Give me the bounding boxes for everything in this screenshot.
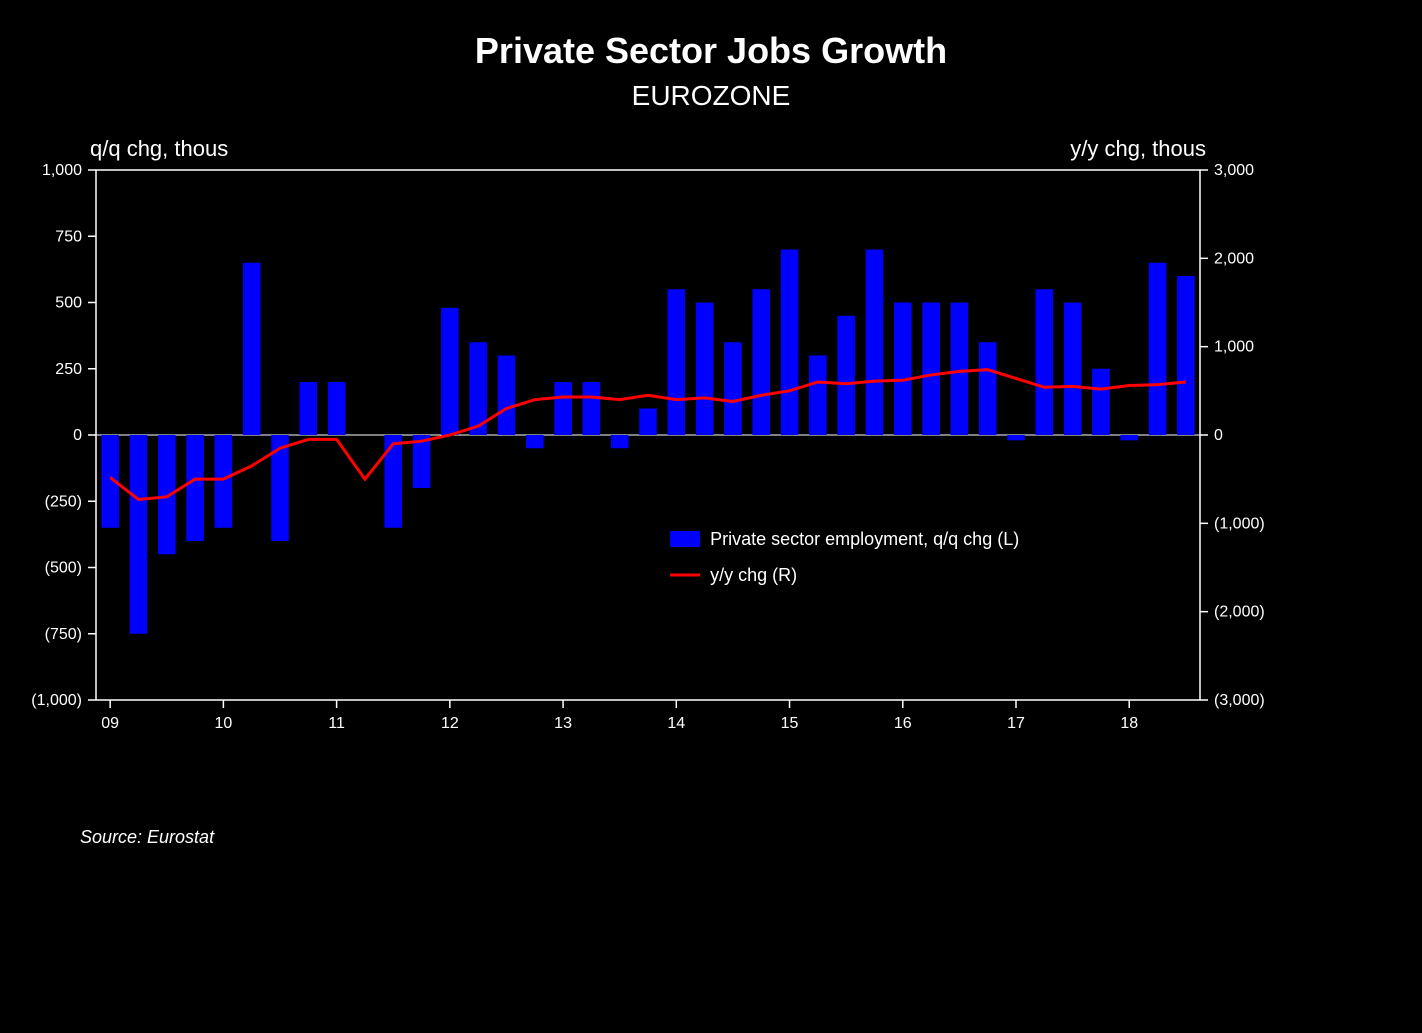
legend-label: y/y chg (R) [710, 565, 797, 585]
svg-text:750: 750 [55, 228, 82, 245]
bar [583, 382, 601, 435]
svg-text:11: 11 [328, 715, 345, 732]
svg-text:13: 13 [554, 715, 572, 732]
svg-text:09: 09 [101, 715, 119, 732]
svg-text:0: 0 [1214, 427, 1223, 444]
svg-text:(3,000): (3,000) [1214, 692, 1265, 709]
bar [809, 356, 827, 436]
bar [1007, 435, 1025, 440]
bar [186, 435, 204, 541]
bar [243, 263, 261, 435]
svg-text:18: 18 [1120, 715, 1138, 732]
bar [611, 435, 629, 448]
bar [922, 303, 940, 436]
bar [752, 289, 770, 435]
bar [554, 382, 572, 435]
bar [328, 382, 346, 435]
bar [781, 250, 799, 436]
svg-text:(1,000): (1,000) [31, 692, 82, 709]
bar [300, 382, 318, 435]
bar [130, 435, 148, 634]
svg-text:1,000: 1,000 [42, 162, 82, 179]
svg-text:2,000: 2,000 [1214, 250, 1254, 267]
svg-text:14: 14 [667, 715, 685, 732]
bar [837, 316, 855, 435]
svg-text:10: 10 [214, 715, 232, 732]
bar [668, 289, 686, 435]
bar [384, 435, 402, 528]
svg-text:1,000: 1,000 [1214, 339, 1254, 356]
chart-svg: (1,000) (750) (500) (250) 0 250 500 750 1,000 (3,… [0, 0, 1422, 1033]
svg-text:500: 500 [55, 295, 82, 312]
bar [1120, 435, 1138, 440]
bar [1064, 303, 1082, 436]
svg-text:15: 15 [781, 715, 799, 732]
bar [498, 356, 516, 436]
svg-text:(500): (500) [45, 560, 82, 577]
bar [1036, 289, 1054, 435]
bar [979, 342, 997, 435]
chart-title: Private Sector Jobs Growth [0, 30, 1422, 72]
bar [1177, 276, 1195, 435]
svg-text:250: 250 [55, 361, 82, 378]
svg-text:16: 16 [894, 715, 912, 732]
svg-text:(750): (750) [45, 626, 82, 643]
bar [441, 308, 459, 435]
svg-text:17: 17 [1007, 715, 1025, 732]
right-axis-label: y/y chg, thous [1070, 136, 1206, 161]
svg-text:(1,000): (1,000) [1214, 515, 1265, 532]
left-axis-label: q/q chg, thous [90, 136, 228, 161]
svg-text:12: 12 [441, 715, 459, 732]
bar [1092, 369, 1110, 435]
bar [951, 303, 969, 436]
svg-text:0: 0 [73, 427, 82, 444]
bar [526, 435, 544, 448]
svg-text:3,000: 3,000 [1214, 162, 1254, 179]
bar [894, 303, 912, 436]
bar [1149, 263, 1167, 435]
bar [696, 303, 714, 436]
bar [639, 409, 657, 436]
chart-container: Private Sector Jobs Growth EUROZONE (1,0… [0, 0, 1422, 1033]
bar [866, 250, 884, 436]
bar [724, 342, 742, 435]
chart-subtitle: EUROZONE [0, 80, 1422, 112]
svg-text:(250): (250) [45, 493, 82, 510]
legend-swatch-bar [670, 531, 700, 547]
bar [215, 435, 233, 528]
source-label: Source: Eurostat [80, 827, 214, 848]
legend-label: Private sector employment, q/q chg (L) [710, 529, 1019, 549]
svg-text:(2,000): (2,000) [1214, 604, 1265, 621]
